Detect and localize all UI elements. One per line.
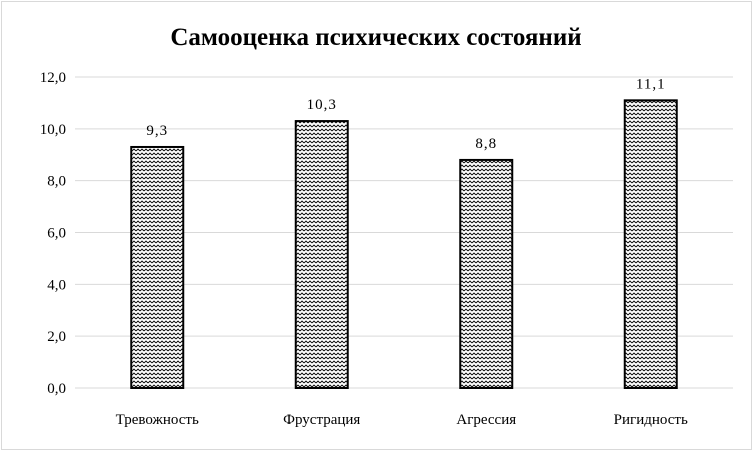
data-label: 9,3 [146,123,168,139]
data-label: 10,3 [307,97,337,113]
category-label: Агрессия [456,412,516,428]
y-tick-label: 2,0 [47,329,66,345]
y-tick-label: 6,0 [47,226,66,242]
y-tick-label: 0,0 [47,381,66,397]
y-axis-ticks: 0,0 2,0 4,0 6,0 8,0 10,0 12,0 [40,70,66,397]
category-labels: Тревожность Фрустрация Агрессия Ригидность [116,412,688,428]
category-label: Тревожность [116,412,199,428]
bar [623,99,678,389]
data-label: 11,1 [636,76,666,92]
bar [130,145,185,389]
y-tick-label: 12,0 [40,70,66,86]
bar [294,120,349,390]
y-tick-label: 10,0 [40,122,66,138]
chart-title: Самооценка психических состояний [170,24,581,51]
category-label: Фрустрация [283,412,360,428]
data-label: 8,8 [475,136,497,152]
gridlines [75,76,733,389]
y-tick-label: 8,0 [47,174,66,190]
y-tick-label: 4,0 [47,277,66,293]
category-label: Ригидность [614,412,688,428]
bars [130,99,678,390]
bar [459,158,514,389]
data-labels: 9,3 10,3 8,8 11,1 [146,76,666,152]
